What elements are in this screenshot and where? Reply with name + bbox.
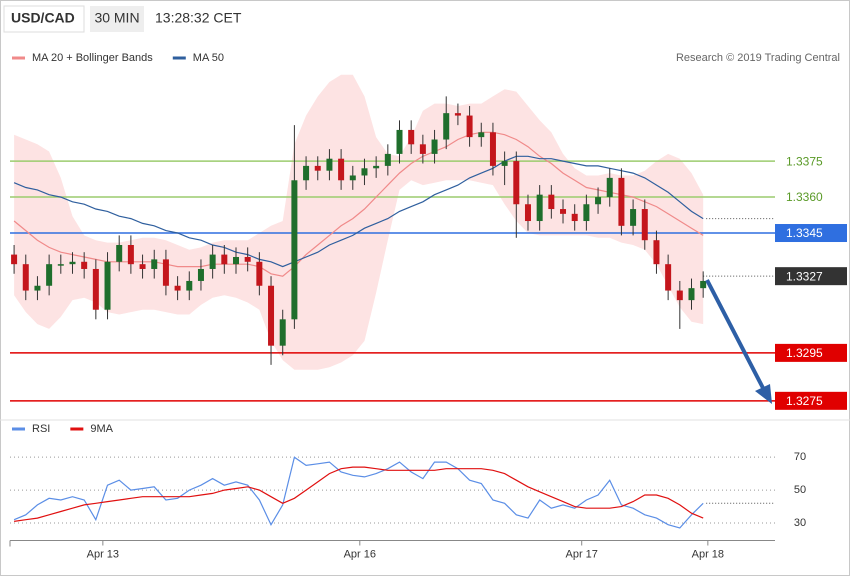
- candle-body: [653, 240, 660, 265]
- candle-body: [396, 129, 403, 154]
- candle-body: [221, 254, 228, 265]
- candle-body: [22, 264, 29, 291]
- candle-body: [688, 288, 695, 301]
- interval: 30 MIN: [94, 10, 139, 26]
- candle-body: [630, 209, 637, 226]
- candle-body: [162, 259, 169, 286]
- candle-body: [478, 132, 485, 138]
- candle-body: [244, 256, 251, 262]
- time: 13:28:32 CET: [155, 10, 242, 26]
- level-label: 1.3327: [786, 269, 823, 283]
- candle-body: [419, 144, 426, 154]
- level-label: 1.3345: [786, 226, 823, 240]
- candle-body: [338, 158, 345, 181]
- legend-label: MA 20 + Bollinger Bands: [32, 52, 153, 64]
- candle-body: [641, 209, 648, 241]
- candle-body: [57, 264, 64, 266]
- candle-body: [81, 261, 88, 269]
- candle-body: [373, 165, 380, 169]
- level-label: 1.3375: [786, 154, 823, 168]
- legend-label: 9MA: [90, 423, 113, 435]
- candle-body: [186, 280, 193, 291]
- candle-body: [501, 161, 508, 166]
- candle-body: [548, 194, 555, 210]
- candle-body: [618, 177, 625, 226]
- candle-body: [256, 261, 263, 286]
- level-box: [775, 343, 847, 362]
- symbol-box: [3, 5, 85, 33]
- legend-label: RSI: [32, 423, 50, 435]
- x-tick-label: Apr 13: [87, 548, 119, 560]
- candle-body: [291, 180, 298, 320]
- candle-body: [384, 153, 391, 166]
- candle-body: [46, 264, 53, 286]
- level-box: [775, 224, 847, 243]
- candle-body: [303, 165, 310, 181]
- symbol: USD/CAD: [11, 10, 75, 26]
- candle-body: [209, 254, 216, 269]
- candle-body: [466, 115, 473, 138]
- candle-body: [139, 264, 146, 269]
- candle-body: [700, 280, 707, 289]
- candle-body: [513, 161, 520, 205]
- series-line: [13, 456, 704, 529]
- candle-body: [92, 268, 99, 310]
- rsi-panel: RSI 9MA 30 50 70 Apr 13 Apr 16 Apr 17 Apr 18: [0, 419, 850, 560]
- x-tick-label: Apr 17: [565, 548, 597, 560]
- candle-body: [443, 113, 450, 140]
- candle-body: [279, 319, 286, 346]
- candle-body: [676, 290, 683, 301]
- candle-body: [431, 139, 438, 154]
- y-tick-label: 70: [794, 451, 806, 463]
- level-label: 1.3275: [786, 394, 823, 408]
- candle-body: [268, 285, 275, 346]
- y-tick-label: 30: [794, 517, 806, 529]
- candle-body: [174, 285, 181, 291]
- candle-body: [326, 158, 333, 171]
- x-tick-label: Apr 16: [344, 548, 376, 560]
- level-box: [775, 267, 847, 286]
- series-line: [14, 466, 704, 522]
- candle-body: [232, 256, 239, 265]
- candle-body: [116, 245, 123, 262]
- candle-body: [34, 285, 41, 291]
- candle-body: [583, 204, 590, 222]
- price-panel: MA 20 + Bollinger Bands MA 50 1.3375 1.3360…: [10, 52, 847, 410]
- forecast-arrow-head: [755, 384, 772, 404]
- candle-body: [349, 175, 356, 181]
- candle-body: [571, 213, 578, 222]
- level-box: [775, 391, 847, 410]
- candle-body: [127, 245, 134, 265]
- x-tick-label: Apr 18: [692, 548, 724, 560]
- candle-body: [11, 254, 18, 265]
- candle-body: [197, 268, 204, 281]
- candle-body: [454, 113, 461, 116]
- moving-average: [13, 155, 704, 268]
- candle-body: [104, 261, 111, 310]
- candle-body: [560, 209, 567, 214]
- candle-body: [595, 197, 602, 205]
- level-label: 1.3295: [786, 346, 823, 360]
- level-label: 1.3360: [786, 190, 823, 204]
- candle-body: [69, 261, 76, 265]
- candle-body: [151, 259, 158, 269]
- candle-body: [408, 129, 415, 145]
- candle-body: [536, 194, 543, 222]
- candle-body: [524, 204, 531, 222]
- y-tick-label: 50: [794, 484, 806, 496]
- credit: Research © 2019 Trading Central: [676, 52, 840, 64]
- forecast-arrow: [705, 279, 765, 389]
- candle-body: [314, 165, 321, 171]
- candle-body: [606, 177, 613, 198]
- candle-body: [665, 264, 672, 291]
- legend-label: MA 50: [193, 52, 224, 64]
- candle-body: [489, 132, 496, 166]
- interval-box: [90, 6, 144, 32]
- candle-body: [361, 168, 368, 176]
